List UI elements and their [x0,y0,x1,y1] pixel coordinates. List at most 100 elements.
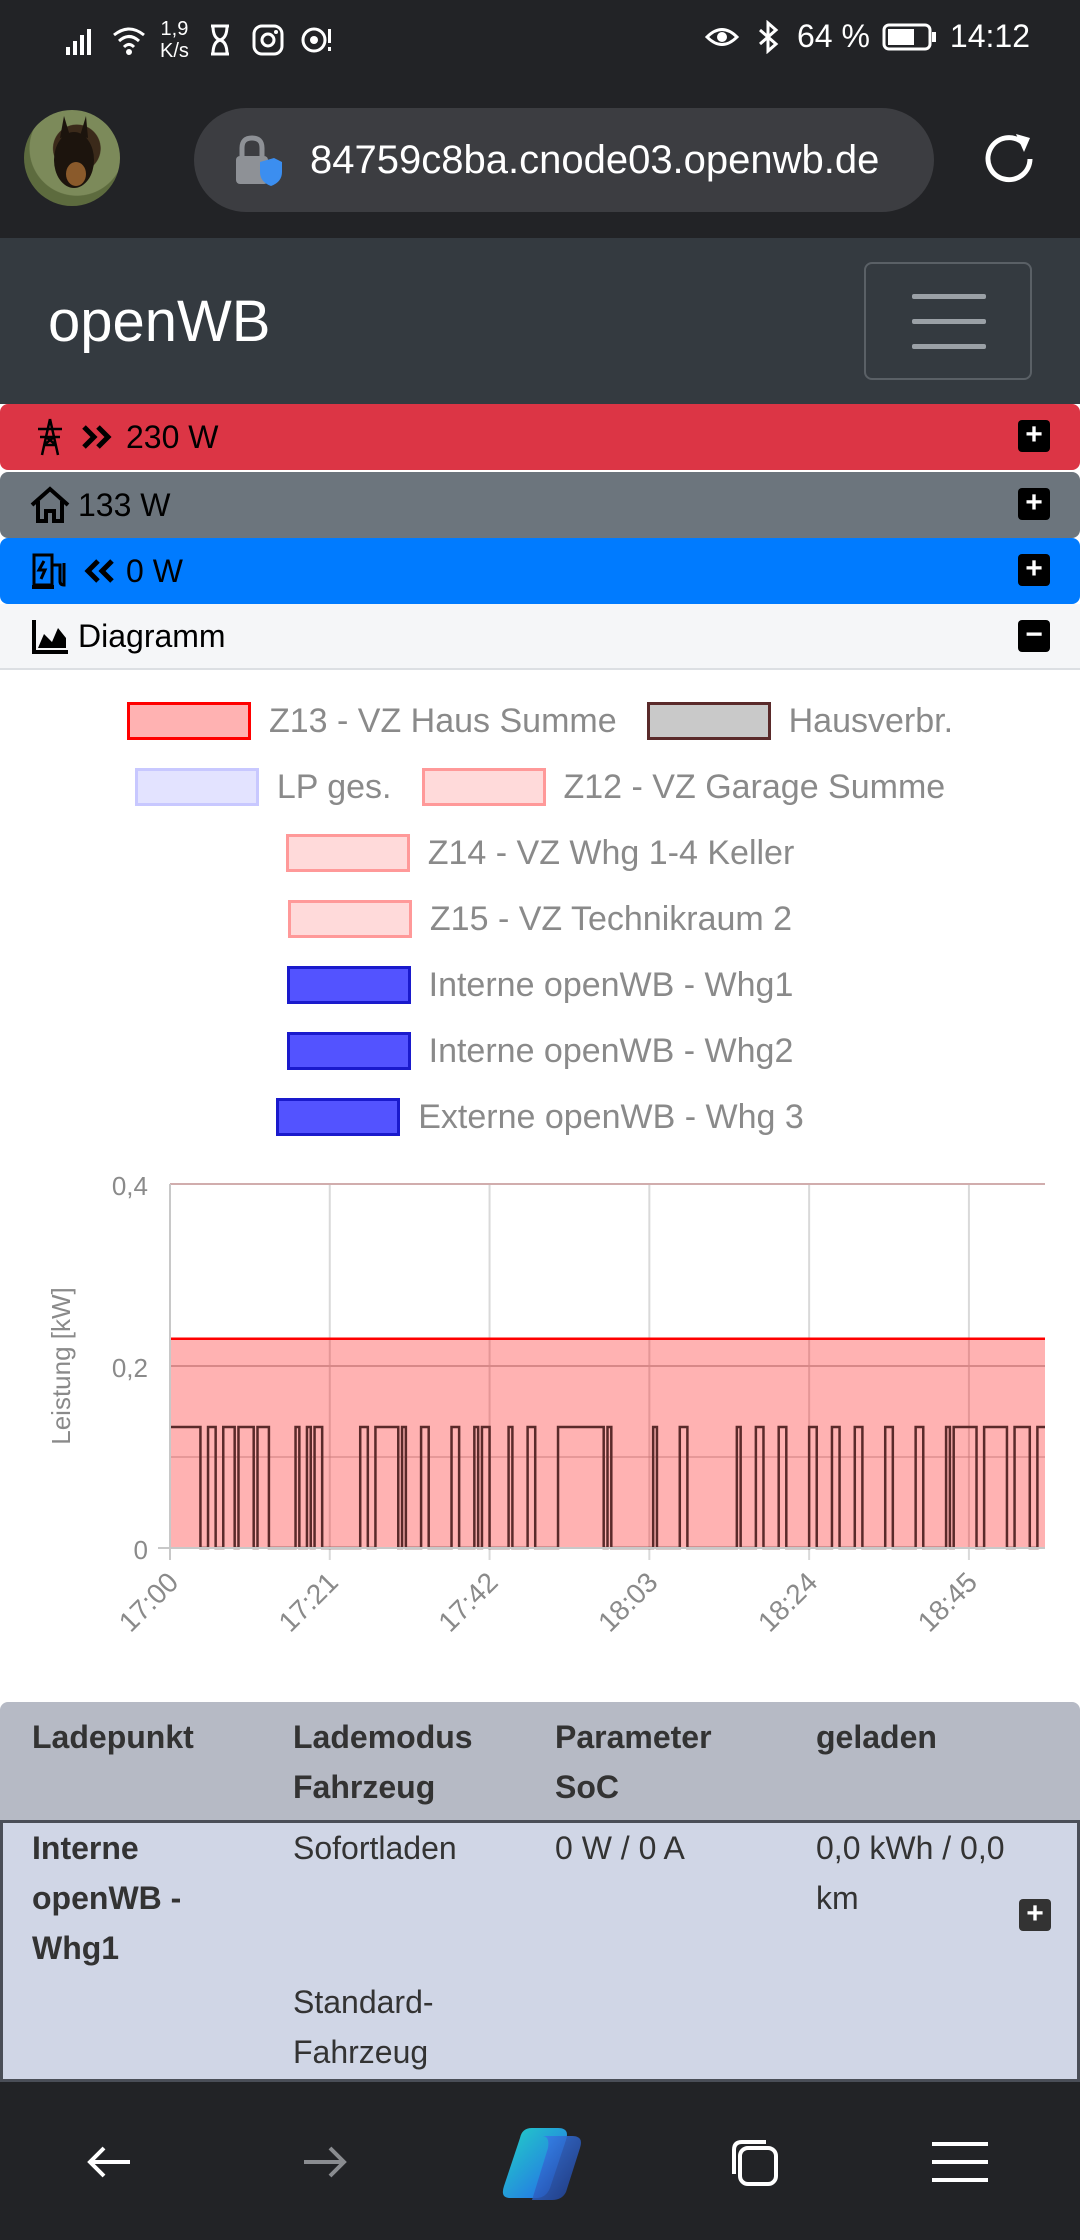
diagram-title: Diagramm [78,617,226,654]
legend-item[interactable]: Interne openWB - Whg2 [286,1032,793,1071]
url-text: 84759c8ba.cnode03.openwb.de [310,138,880,182]
brand-title[interactable]: openWB [48,289,271,354]
legend-item[interactable]: Hausverbr. [646,702,953,741]
legend-item[interactable]: Z12 - VZ Garage Summe [421,767,946,807]
legend-label: Externe openWB - Whg 3 [418,1097,804,1136]
battery-percent: 64 % [796,18,870,54]
table-row[interactable]: Interne openWB - Whg1 Sofortladen Standa… [0,1820,1080,2082]
area-chart-icon [32,620,68,654]
browser-toolbar: 84759c8ba.cnode03.openwb.de [0,80,1080,238]
charge-power-strip[interactable]: 0 W + [0,538,1080,604]
net-speed-unit: K/s [160,40,189,62]
legend-swatch [421,768,546,806]
legend-label: Z14 - VZ Whg 1-4 Keller [427,833,795,872]
power-chart: 0,4 0,2 017:00 17:21 17:42 18:03 18:24 18:45 Lei… [46,1171,1045,1638]
eye-icon [704,27,739,46]
x-tick-label: 17:42 [432,1566,503,1637]
power-tower-icon [38,418,62,456]
back-arrow-icon[interactable] [80,2132,140,2192]
collapse-diagram-icon[interactable]: − [1018,620,1050,652]
cell-fahrzeug[interactable]: Standard- Fahrzeug [293,1984,434,2070]
status-left: 1,9 K/s [64,18,333,62]
legend-item[interactable]: Z15 - VZ Technikraum 2 [287,899,793,939]
col-header-ladepunkt: Ladepunkt [32,1719,194,1755]
legend-row: Interne openWB - Whg2 [0,1026,1080,1076]
col-header-geladen: geladen [816,1719,937,1755]
expand-row-icon[interactable]: + [1019,1899,1051,1931]
y-tick-label: 0,4 [112,1171,148,1201]
legend-swatch [646,702,771,740]
legend-row: Z14 - VZ Whg 1-4 Keller [0,828,1080,878]
col-header-lademodus: Lademodus Fahrzeug [293,1719,473,1805]
dog-avatar-icon [54,116,94,188]
status-bar: 1,9 K/s 64 % 14:12 [0,0,1080,80]
nav-toggle-button[interactable] [864,262,1032,380]
net-speed-value: 1,9 [160,18,189,40]
forward-arrow-icon[interactable] [294,2132,354,2192]
legend-item[interactable]: Z14 - VZ Whg 1-4 Keller [285,833,795,873]
app-navbar: openWB [0,238,1080,404]
grid-power-strip[interactable]: 230 W + [0,404,1080,470]
legend-label: Z13 - VZ Haus Summe [268,701,617,740]
url-field[interactable]: 84759c8ba.cnode03.openwb.de [194,108,934,212]
legend-swatch [285,834,410,872]
house-power-value: 133 W [78,486,171,523]
y-tick-label: 0 [134,1535,148,1565]
legend-label: Interne openWB - Whg1 [428,965,794,1004]
copilot-icon[interactable] [492,2122,588,2202]
lock-icon [236,135,282,186]
profile-avatar[interactable] [24,110,120,206]
reload-icon[interactable] [978,128,1040,190]
status-right: 64 % 14:12 [704,18,1030,55]
battery-icon [882,23,936,50]
bluetooth-icon [758,19,779,54]
legend-swatch [126,702,251,740]
hamburger-line [912,294,986,299]
house-power-strip[interactable]: 133 W + [0,472,1080,538]
legend-row: Interne openWB - Whg1 [0,960,1080,1010]
signal-icon [66,29,91,55]
cell-parameter: 0 W / 0 A [555,1830,685,1866]
x-tick-label: 17:00 [113,1566,184,1637]
legend-swatch [286,966,411,1004]
expand-charge-icon[interactable]: + [1018,554,1050,586]
hourglass-icon [210,24,229,56]
cell-lademodus[interactable]: Sofortladen [293,1830,457,1866]
legend-swatch [134,768,259,806]
legend-row: Z15 - VZ Technikraum 2 [0,894,1080,944]
legend-label: LP ges. [276,767,392,806]
chart-container: Z13 - VZ Haus Summe Hausverbr. LP ges. Z12 … [0,670,1080,1702]
cell-geladen: 0,0 kWh / 0,0 km [816,1830,1005,1916]
menu-icon[interactable] [930,2132,990,2192]
legend-label: Z12 - VZ Garage Summe [563,767,946,806]
expand-house-icon[interactable]: + [1018,488,1050,520]
x-tick-label: 17:21 [273,1566,344,1637]
net-speed: 1,9 K/s [160,18,189,62]
y-tick-label: 0,2 [112,1353,148,1383]
y-axis-label: Leistung [kW] [46,1287,76,1445]
alarm-icon [301,27,331,53]
legend-swatch [286,1032,411,1070]
legend-label: Z15 - VZ Technikraum 2 [429,899,793,938]
diagram-header[interactable]: Diagramm − [0,604,1080,670]
table-header: Ladepunkt Lademodus Fahrzeug Parameter SoC… [0,1702,1080,1820]
grid-power-value: 230 W [126,418,219,455]
hamburger-line [912,344,986,349]
double-chevron-right-icon [82,425,112,449]
legend-row: LP ges. Z12 - VZ Garage Summe [0,762,1080,812]
tabs-icon[interactable] [724,2132,784,2192]
hamburger-line [912,319,986,324]
legend-swatch [287,900,412,938]
legend-item[interactable]: LP ges. [134,767,392,807]
x-tick-label: 18:03 [592,1566,663,1637]
legend-item[interactable]: Interne openWB - Whg1 [286,965,794,1005]
expand-grid-icon[interactable]: + [1018,420,1050,452]
x-tick-label: 18:24 [752,1566,823,1637]
home-icon [30,486,70,523]
clock: 14:12 [949,18,1030,54]
charge-power-value: 0 W [126,552,183,589]
legend-item[interactable]: Z13 - VZ Haus Summe [126,701,617,741]
legend-item[interactable]: Externe openWB - Whg 3 [276,1098,804,1137]
chargepoint-table: Ladepunkt Lademodus Fahrzeug Parameter SoC… [0,1702,1080,2082]
cell-ladepunkt: Interne openWB - Whg1 [32,1830,182,1966]
